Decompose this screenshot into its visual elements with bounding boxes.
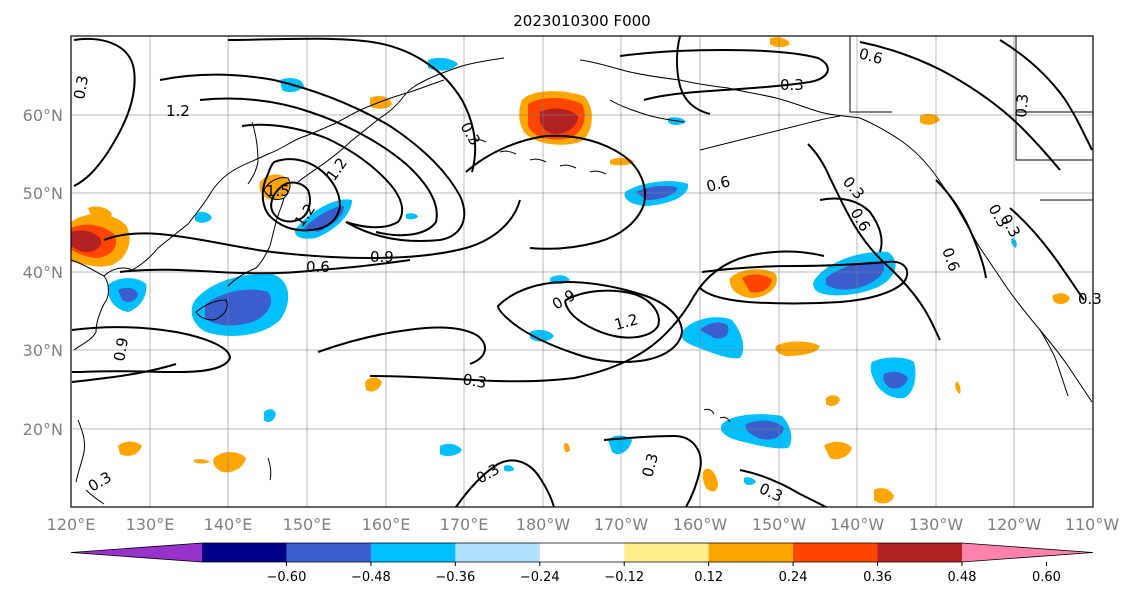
contour-label: 0.3 bbox=[638, 451, 662, 479]
contour-label: 0.3 bbox=[70, 74, 92, 101]
lon-label: 120°W bbox=[987, 515, 1042, 534]
lon-label: 170°W bbox=[594, 515, 649, 534]
colorbar-swatch bbox=[286, 543, 372, 562]
contour-label: 0.3 bbox=[780, 76, 804, 94]
colorbar-swatch bbox=[624, 543, 710, 562]
contour-label: 0.3 bbox=[461, 370, 488, 392]
colorbar-swatch bbox=[793, 543, 879, 562]
lat-label: 20°N bbox=[23, 420, 63, 439]
lon-label: 130°W bbox=[909, 515, 964, 534]
contour-label: 0.6 bbox=[857, 44, 885, 68]
colorbar: −0.60 −0.48 −0.36 −0.24 −0.12 0.12 0.24 0.36 0.4… bbox=[70, 542, 1094, 585]
colorbar-swatch bbox=[877, 543, 963, 562]
contour-label: 0.3 bbox=[1078, 290, 1102, 308]
lon-label: 180°W bbox=[516, 515, 571, 534]
colorbar-extend-high bbox=[962, 543, 1093, 562]
longitude-labels: 120°E 130°E 140°E 150°E 160°E 170°E 180°… bbox=[47, 515, 1120, 534]
contour-label: 1.5 bbox=[266, 182, 290, 200]
lon-label: 130°E bbox=[126, 515, 175, 534]
lat-label: 30°N bbox=[23, 341, 63, 360]
colorbar-tick-label: −0.24 bbox=[520, 570, 560, 585]
contour-label: 1.2 bbox=[612, 310, 640, 334]
lon-label: 140°W bbox=[830, 515, 885, 534]
contour-label: 0.3 bbox=[1012, 93, 1032, 118]
latitude-labels: 20°N 30°N 40°N 50°N 60°N bbox=[23, 106, 63, 439]
lat-label: 50°N bbox=[23, 184, 63, 203]
lat-label: 60°N bbox=[23, 106, 63, 125]
contour-label: 1.2 bbox=[166, 102, 190, 120]
colorbar-swatch bbox=[708, 543, 794, 562]
colorbar-tick-label: 0.48 bbox=[948, 570, 977, 585]
lon-label: 140°E bbox=[204, 515, 253, 534]
lon-label: 160°W bbox=[673, 515, 728, 534]
contour-label: 0.6 bbox=[306, 258, 330, 276]
lon-label: 160°E bbox=[362, 515, 411, 534]
colorbar-swatch bbox=[455, 543, 541, 562]
colorbar-tick-label: −0.36 bbox=[435, 570, 475, 585]
lon-label: 150°W bbox=[752, 515, 807, 534]
lat-label: 40°N bbox=[23, 263, 63, 282]
colorbar-swatch bbox=[370, 543, 456, 562]
colorbar-swatch bbox=[539, 543, 625, 562]
lon-label: 120°E bbox=[47, 515, 96, 534]
colorbar-tick-label: 0.60 bbox=[1032, 570, 1061, 585]
lon-label: 110°W bbox=[1065, 515, 1120, 534]
coastlines bbox=[70, 36, 1093, 505]
colorbar-outline bbox=[70, 542, 1094, 563]
contour-label: 0.9 bbox=[370, 248, 394, 266]
colorbar-tick-label: −0.60 bbox=[267, 570, 307, 585]
contour-lines bbox=[71, 35, 1093, 508]
map-panel: 0.3 1.2 0.3 0.3 0.6 0.6 0.3 0.6 0.6 0.3 … bbox=[70, 35, 1102, 508]
graticule bbox=[71, 36, 1093, 507]
colorbar-tick-label: −0.12 bbox=[604, 570, 644, 585]
map-title: 2023010300 F000 bbox=[513, 12, 650, 30]
colorbar-tick-label: 0.24 bbox=[779, 570, 808, 585]
lon-label: 170°E bbox=[440, 515, 489, 534]
colorbar-tick-label: 0.12 bbox=[694, 570, 723, 585]
colorbar-swatch bbox=[202, 543, 287, 562]
contour-label: 0.9 bbox=[110, 336, 132, 363]
contour-label: 0.6 bbox=[704, 172, 732, 196]
colorbar-tick-label: −0.48 bbox=[351, 570, 391, 585]
colorbar-extend-low bbox=[71, 543, 202, 562]
colorbar-tick-label: 0.36 bbox=[863, 570, 892, 585]
lon-label: 150°E bbox=[283, 515, 332, 534]
